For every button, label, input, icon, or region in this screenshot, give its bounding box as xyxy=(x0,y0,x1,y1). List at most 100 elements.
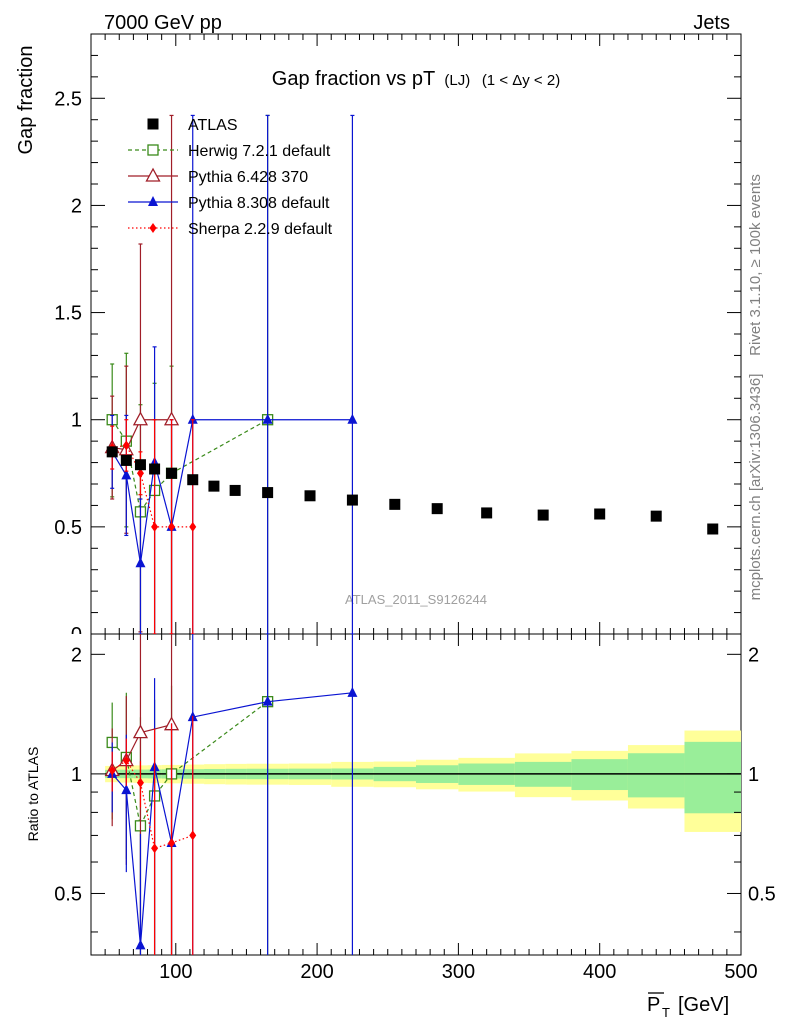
data-point xyxy=(187,413,198,424)
ratio-series-sherpa-3 xyxy=(108,715,197,955)
legend-label: Pythia 8.308 default xyxy=(188,195,330,212)
atlas-data-point xyxy=(650,510,662,522)
header-process-label: Jets xyxy=(693,12,730,34)
x-tick-label: 100 xyxy=(159,961,192,983)
data-point xyxy=(151,521,159,532)
data-point xyxy=(132,411,149,426)
x-axis-title: P T [GeV] xyxy=(647,992,729,1020)
atlas-data-point xyxy=(187,474,199,486)
ratio-data-point xyxy=(132,724,149,739)
atlas-data-point xyxy=(229,484,241,496)
ratio-data-point xyxy=(136,777,144,788)
legend-item: Herwig 7.2.1 default xyxy=(128,143,331,160)
ratio-data-point xyxy=(135,939,146,950)
legend-item: Pythia 6.428 370 xyxy=(128,167,308,186)
ratio-uncertainty-band xyxy=(105,730,741,832)
atlas-data-point xyxy=(481,507,493,519)
legend-item: Sherpa 2.2.9 default xyxy=(128,221,333,238)
ratio-data-point xyxy=(122,755,130,766)
x-axis-title-unit: [GeV] xyxy=(678,994,729,1016)
x-axis-title-base: P xyxy=(647,994,660,1016)
ratio-y-tick-label: 0.5 xyxy=(54,883,82,905)
atlas-data-point xyxy=(594,508,606,520)
ratio-data-point xyxy=(189,830,197,841)
header-collision-label: 7000 GeV pp xyxy=(104,12,222,34)
ratio-series-line xyxy=(111,759,193,849)
atlas-data-point xyxy=(106,446,118,458)
atlas-data-point xyxy=(346,494,358,506)
x-tick-label: 500 xyxy=(724,961,757,983)
data-point xyxy=(122,440,130,451)
ratio-y-tick-label-right: 0.5 xyxy=(748,883,776,905)
data-point xyxy=(189,521,197,532)
atlas-data-point xyxy=(304,490,316,502)
data-point xyxy=(347,413,358,424)
x-tick-label: 300 xyxy=(442,961,475,983)
atlas-data-point xyxy=(262,487,274,499)
legend-marker xyxy=(147,144,159,156)
atlas-data-point xyxy=(389,498,401,510)
series-pythia-2 xyxy=(107,114,358,634)
ratio-data-point xyxy=(168,837,176,848)
x-tick-label: 200 xyxy=(300,961,333,983)
atlas-data-point xyxy=(166,467,178,479)
ratio-data-point xyxy=(108,765,116,776)
y-tick-label: 2.5 xyxy=(54,88,82,110)
mcplots-label: mcplots.cern.ch [arXiv:1306.3436] xyxy=(747,374,764,601)
main-plot-series xyxy=(104,114,719,634)
ratio-data-point xyxy=(262,695,273,706)
legend-label: ATLAS xyxy=(188,117,238,134)
legend-item: ATLAS xyxy=(147,117,238,134)
series-sherpa-3 xyxy=(108,419,197,634)
legend-label: Herwig 7.2.1 default xyxy=(188,143,331,160)
series-line xyxy=(112,444,193,528)
series-atlas xyxy=(106,446,719,535)
legend-marker xyxy=(147,118,159,130)
y-tick-label-zero: 0 xyxy=(71,624,82,646)
atlas-data-point xyxy=(134,459,146,471)
analysis-watermark: ATLAS_2011_S9126244 xyxy=(345,592,487,607)
atlas-data-point xyxy=(537,509,549,521)
data-point xyxy=(168,521,176,532)
data-point xyxy=(262,413,273,424)
legend: ATLAS Herwig 7.2.1 default Pythia 6.428 37… xyxy=(128,117,333,238)
chart-title-sub: (LJ) xyxy=(444,72,470,89)
legend-item: Pythia 8.308 default xyxy=(128,195,330,212)
legend-label: Sherpa 2.2.9 default xyxy=(188,221,333,238)
y-tick-label: 1 xyxy=(71,410,82,432)
y-tick-label: 0.5 xyxy=(54,517,82,539)
series-herwig-0 xyxy=(106,114,274,634)
series-line xyxy=(111,419,353,564)
atlas-data-point xyxy=(149,463,161,475)
y-tick-label: 1.5 xyxy=(54,303,82,325)
ratio-y-tick-label-right: 1 xyxy=(748,764,759,786)
ratio-plot-series xyxy=(104,634,358,955)
x-tick-label: 400 xyxy=(583,961,616,983)
ratio-y-tick-label: 2 xyxy=(71,644,82,666)
legend-marker xyxy=(145,167,161,182)
axes: 100 200 300 400 500 0.5 1 1.5 2 2.5 0 0.5 0.5 1 1 2 2 xyxy=(54,33,776,983)
ratio-data-point xyxy=(121,784,132,795)
data-point xyxy=(136,468,144,479)
y-tick-label: 2 xyxy=(71,195,82,217)
ratio-y-tick-label-right: 2 xyxy=(748,644,759,666)
atlas-data-point xyxy=(120,454,132,466)
ratio-y-tick-label: 1 xyxy=(71,764,82,786)
atlas-data-point xyxy=(208,480,220,492)
data-point xyxy=(135,557,146,568)
atlas-data-point xyxy=(431,503,443,515)
ratio-data-point xyxy=(151,843,159,854)
chart-title-range: (1 < Δy < 2) xyxy=(482,72,560,89)
y-axis-title: Gap fraction xyxy=(15,46,37,155)
chart-title-main: Gap fraction vs pT xyxy=(272,68,435,90)
legend-marker xyxy=(149,223,157,233)
x-axis-title-sub: T xyxy=(662,1005,670,1020)
chart-title: Gap fraction vs pT (LJ) (1 < Δy < 2) xyxy=(272,68,560,90)
ratio-data-point xyxy=(347,686,358,697)
ratio-series-line xyxy=(111,692,353,946)
legend-marker xyxy=(148,196,158,206)
legend-label: Pythia 6.428 370 xyxy=(188,169,308,186)
data-point xyxy=(121,469,132,480)
ratio-stat-uncertainty xyxy=(684,741,741,814)
